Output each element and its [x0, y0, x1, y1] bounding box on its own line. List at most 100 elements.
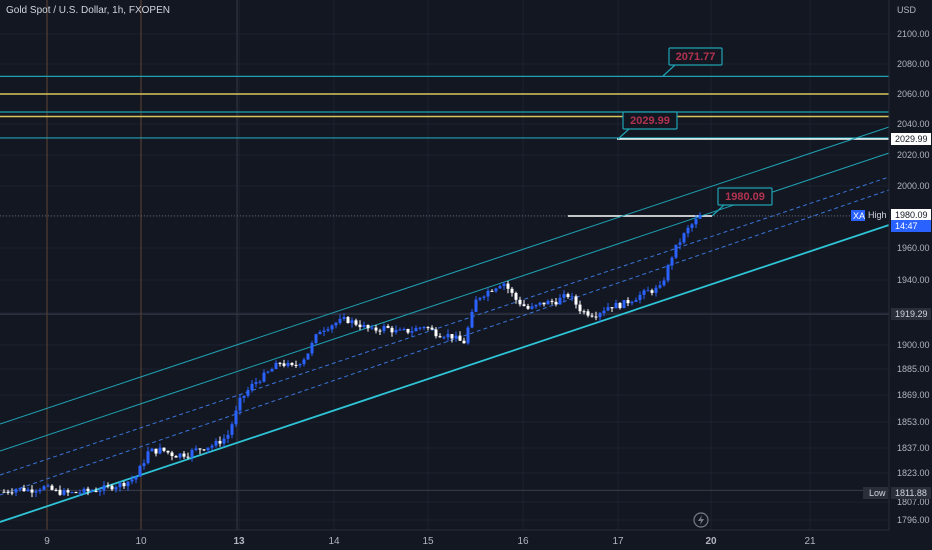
y-tick-label: 1823.00 [897, 468, 930, 478]
candle-body [158, 447, 162, 454]
y-tick-label: 1940.00 [897, 275, 930, 285]
candle-body [106, 485, 110, 487]
candle-body [534, 304, 538, 307]
time-axis[interactable] [0, 530, 932, 550]
candle-body [110, 485, 114, 490]
callout-value: 2029.99 [630, 115, 670, 127]
candle-body [418, 327, 422, 329]
price-tag-value: 14:47 [895, 221, 918, 231]
price-axis[interactable] [889, 0, 932, 530]
candle-body [254, 382, 258, 384]
candle-body [550, 300, 554, 302]
candlesticks [2, 212, 702, 498]
candle-body [238, 397, 242, 411]
candle-body [502, 283, 506, 287]
candle-body [206, 447, 210, 451]
candle-body [122, 482, 126, 487]
x-tick-label: 17 [612, 536, 624, 547]
candle-body [330, 325, 334, 330]
candle-body [638, 294, 642, 301]
candle-body [230, 424, 234, 435]
candle-body [518, 299, 522, 305]
candle-body [94, 490, 98, 492]
y-tick-label: 2020.00 [897, 150, 930, 160]
candle-body [458, 335, 462, 341]
channel-line [0, 126, 890, 425]
candle-body [378, 330, 382, 332]
candle-body [266, 371, 270, 373]
price-tag-label: Low [869, 488, 886, 498]
candle-body [102, 485, 106, 491]
y-tick-label: 2080.00 [897, 59, 930, 69]
candle-body [522, 304, 526, 306]
candle-body [46, 485, 50, 487]
candle-body [602, 310, 606, 314]
price-callouts[interactable]: 2071.77 2029.99 1980.09 [617, 47, 773, 217]
candle-body [190, 449, 194, 457]
callout-value: 2071.77 [676, 51, 716, 63]
y-tick-label: 2100.00 [897, 29, 930, 39]
candle-body [694, 218, 698, 225]
candle-body [186, 456, 190, 458]
candle-body [242, 395, 246, 398]
candle-body [454, 335, 458, 339]
candle-body [370, 327, 374, 329]
candle-body [570, 296, 574, 298]
price-tag: 2029.99 [891, 133, 931, 145]
candle-body [386, 326, 390, 328]
candle-body [590, 315, 594, 317]
candle-body [662, 280, 666, 286]
candle-body [566, 294, 570, 297]
candle-body [282, 363, 286, 366]
y-tick-label: 1807.00 [897, 497, 930, 507]
y-tick-label: 1837.00 [897, 443, 930, 453]
candle-body [114, 487, 118, 490]
x-tick-label: 15 [422, 536, 434, 547]
x-axis-ticks: 9 10 13 14 15 16 17 20 21 [44, 536, 816, 547]
candle-body [366, 324, 370, 329]
price-tag-label: High [868, 210, 887, 220]
price-tag: 1980.09 High [864, 209, 931, 221]
candle-body [678, 242, 682, 245]
candle-body [218, 440, 222, 444]
candle-body [614, 302, 618, 309]
candle-body [354, 320, 358, 325]
candle-body [198, 448, 202, 450]
candle-body [618, 302, 622, 309]
xa-label: XA [853, 211, 865, 221]
candle-body [30, 489, 34, 493]
candle-body [178, 453, 182, 458]
candle-body [194, 448, 198, 450]
candle-body [410, 331, 414, 333]
candle-body [358, 324, 362, 328]
candle-body [302, 359, 306, 365]
x-tick-label: 9 [44, 536, 50, 547]
candle-body [346, 317, 350, 323]
x-tick-label: 10 [135, 536, 147, 547]
x-tick-label: 16 [517, 536, 529, 547]
candle-body [162, 447, 166, 451]
candle-body [290, 362, 294, 365]
x-tick-label: 13 [233, 536, 245, 547]
candle-body [474, 299, 478, 312]
candle-body [326, 329, 330, 331]
candle-body [90, 490, 94, 492]
replay-icon[interactable] [693, 512, 709, 528]
candle-body [654, 287, 658, 293]
trend-channels[interactable] [0, 126, 890, 523]
candle-body [78, 492, 82, 494]
horizontal-levels[interactable] [0, 75, 889, 491]
candle-body [250, 383, 254, 391]
candle-body [26, 489, 30, 492]
candle-body [578, 304, 582, 312]
candle-body [450, 334, 454, 339]
candle-body [394, 329, 398, 333]
symbol-title[interactable]: Gold Spot / U.S. Dollar, 1h, FXOPEN [6, 5, 170, 16]
candle-body [630, 301, 634, 304]
candle-body [402, 328, 406, 330]
candle-body [498, 286, 502, 289]
candle-body [490, 290, 494, 292]
price-tag-value: 1811.88 [895, 488, 927, 498]
